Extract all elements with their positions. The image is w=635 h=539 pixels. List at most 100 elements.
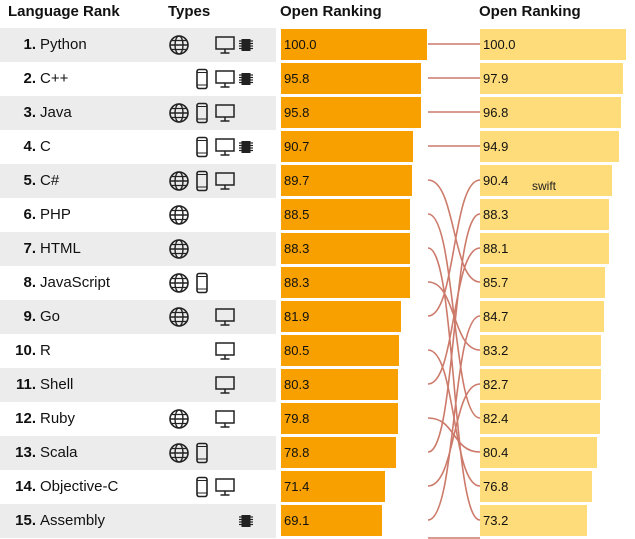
web-icon	[168, 170, 190, 192]
web-icon	[168, 204, 190, 226]
table-row	[0, 470, 276, 504]
mobile-icon	[195, 136, 217, 158]
rank-number: 12.	[15, 410, 36, 427]
web-icon	[168, 408, 190, 430]
rank-change-links	[427, 43, 481, 539]
open-ranking-bar	[281, 335, 399, 366]
open-ranking-bar-2	[480, 29, 626, 60]
open-ranking-bar-2	[480, 131, 619, 162]
rank-number: 11.	[15, 376, 36, 393]
open-ranking-value: 78.8	[284, 445, 310, 460]
open-ranking-value: 88.3	[284, 241, 310, 256]
embedded-icon	[238, 68, 260, 90]
rank-link	[427, 179, 481, 317]
open-ranking-value: 69.1	[284, 513, 310, 528]
open-ranking-value: 71.4	[284, 479, 310, 494]
desktop-icon	[214, 306, 236, 328]
open-ranking-value: 95.8	[284, 71, 310, 86]
open-ranking-bar-2	[480, 165, 612, 196]
language-name: JavaScript	[40, 274, 111, 291]
open-ranking-bar-2	[480, 301, 604, 332]
rank-number: 9.	[23, 308, 36, 325]
web-icon	[168, 306, 190, 328]
table-row	[0, 436, 276, 470]
web-icon	[168, 102, 190, 124]
open-ranking-bar	[281, 63, 421, 94]
open-ranking-bar	[281, 505, 382, 536]
table-row	[0, 130, 276, 164]
language-name: Scala	[40, 444, 78, 461]
table-row	[0, 266, 276, 300]
open-ranking-value-2: 94.9	[483, 139, 509, 154]
open-ranking-bar-2	[480, 335, 602, 366]
web-icon	[168, 442, 190, 464]
header-open-ranking-right: Open Ranking	[479, 3, 581, 20]
desktop-icon	[214, 374, 236, 396]
open-ranking-value: 88.5	[284, 207, 310, 222]
language-name: Objective-C	[40, 478, 119, 495]
header-types: Types	[168, 3, 211, 20]
embedded-icon	[238, 136, 260, 158]
rank-link	[427, 247, 481, 521]
open-ranking-value-2: 97.9	[483, 71, 509, 86]
web-icon	[168, 34, 190, 56]
open-ranking-value-2: 85.7	[483, 275, 509, 290]
mobile-icon	[195, 272, 217, 294]
open-ranking-value: 100.0	[284, 37, 317, 52]
embedded-icon	[238, 34, 260, 56]
open-ranking-bar	[281, 199, 411, 230]
open-ranking-value-2: 83.2	[483, 343, 509, 358]
open-ranking-value-2: 96.8	[483, 105, 509, 120]
open-ranking-bar-2	[480, 505, 587, 536]
open-ranking-bar-2	[480, 471, 593, 502]
open-ranking-bar	[281, 403, 398, 434]
language-name: Ruby	[40, 410, 76, 427]
open-ranking-bar	[281, 471, 386, 502]
open-ranking-bar-2	[480, 233, 609, 264]
desktop-icon	[214, 408, 236, 430]
rank-link	[427, 247, 481, 385]
open-ranking-bar	[281, 233, 410, 264]
rank-number: 6.	[23, 206, 36, 223]
open-ranking-value: 95.8	[284, 105, 310, 120]
mobile-icon	[195, 170, 217, 192]
rank-number: 15.	[15, 512, 36, 529]
open-ranking-bar-2	[480, 403, 601, 434]
open-ranking-value-2: 82.4	[483, 411, 509, 426]
mobile-icon	[195, 68, 217, 90]
table-row	[0, 62, 276, 96]
open-ranking-value-2: 76.8	[483, 479, 509, 494]
swift-annotation: swift	[532, 179, 556, 193]
open-ranking-bar	[281, 369, 399, 400]
open-ranking-value-2: 73.2	[483, 513, 509, 528]
open-ranking-bar	[281, 29, 427, 60]
open-ranking-value: 79.8	[284, 411, 310, 426]
mobile-icon	[195, 102, 217, 124]
open-ranking-value-2: 80.4	[483, 445, 509, 460]
desktop-icon	[214, 34, 236, 56]
rank-link	[427, 383, 481, 487]
table-row	[0, 300, 276, 334]
rank-number: 10.	[15, 342, 36, 359]
language-name: C++	[40, 70, 69, 87]
table-row	[0, 368, 276, 402]
web-icon	[168, 272, 190, 294]
desktop-icon	[214, 476, 236, 498]
open-ranking-value: 90.7	[284, 139, 310, 154]
rank-number: 5.	[23, 172, 36, 189]
open-ranking-bar-2	[480, 369, 601, 400]
language-name: Java	[40, 104, 72, 121]
rank-link	[427, 315, 481, 521]
open-ranking-bar	[281, 97, 421, 128]
header-open-ranking-left: Open Ranking	[280, 3, 382, 20]
desktop-icon	[214, 170, 236, 192]
rank-number: 4.	[23, 138, 36, 155]
open-ranking-bar	[281, 301, 401, 332]
language-name: R	[40, 342, 51, 359]
language-name: C#	[40, 172, 60, 189]
open-ranking-value: 81.9	[284, 309, 310, 324]
rank-number: 2.	[23, 70, 36, 87]
open-ranking-value: 88.3	[284, 275, 310, 290]
open-ranking-bar-2	[480, 63, 623, 94]
language-name: C	[40, 138, 51, 155]
